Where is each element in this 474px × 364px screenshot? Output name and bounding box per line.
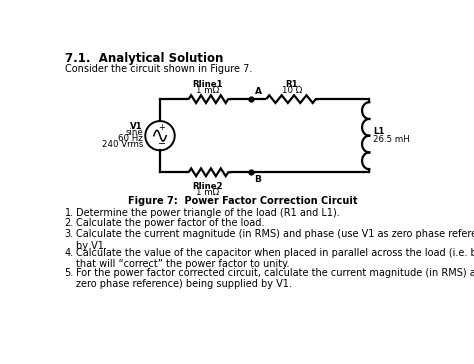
Text: −: − xyxy=(157,139,165,149)
Text: 4.: 4. xyxy=(64,248,74,258)
Text: L1: L1 xyxy=(373,127,384,136)
Text: Figure 7:  Power Factor Correction Circuit: Figure 7: Power Factor Correction Circui… xyxy=(128,196,358,206)
Text: Rline2: Rline2 xyxy=(193,182,223,190)
Text: 7.1.  Analytical Solution: 7.1. Analytical Solution xyxy=(64,52,223,65)
Text: 240 Vrms: 240 Vrms xyxy=(101,141,143,150)
Text: Rline1: Rline1 xyxy=(193,80,223,89)
Text: 26.5 mH: 26.5 mH xyxy=(373,135,410,144)
Text: For the power factor corrected circuit, calculate the current magnitude (in RMS): For the power factor corrected circuit, … xyxy=(76,268,474,289)
Text: sine: sine xyxy=(125,128,143,137)
Text: 1 mΩ: 1 mΩ xyxy=(197,188,219,197)
Text: B: B xyxy=(255,175,262,183)
Text: 1 mΩ: 1 mΩ xyxy=(197,86,219,95)
Text: Calculate the current magnitude (in RMS) and phase (use V1 as zero phase referen: Calculate the current magnitude (in RMS)… xyxy=(76,229,474,251)
Text: 1.: 1. xyxy=(64,208,74,218)
Text: 5.: 5. xyxy=(64,268,74,278)
Text: Calculate the power factor of the load.: Calculate the power factor of the load. xyxy=(76,218,264,229)
Text: +: + xyxy=(158,123,165,132)
Text: Calculate the value of the capacitor when placed in parallel across the load (i.: Calculate the value of the capacitor whe… xyxy=(76,248,474,269)
Text: 3.: 3. xyxy=(64,229,74,239)
Text: 60 Hz: 60 Hz xyxy=(118,134,143,143)
Text: R1: R1 xyxy=(285,80,298,89)
Text: V1: V1 xyxy=(130,122,143,131)
Text: 2.: 2. xyxy=(64,218,74,229)
Text: 10 Ω: 10 Ω xyxy=(282,86,302,95)
Text: Consider the circuit shown in Figure 7.: Consider the circuit shown in Figure 7. xyxy=(64,64,252,74)
Text: A: A xyxy=(255,87,262,96)
Text: Determine the power triangle of the load (R1 and L1).: Determine the power triangle of the load… xyxy=(76,208,340,218)
